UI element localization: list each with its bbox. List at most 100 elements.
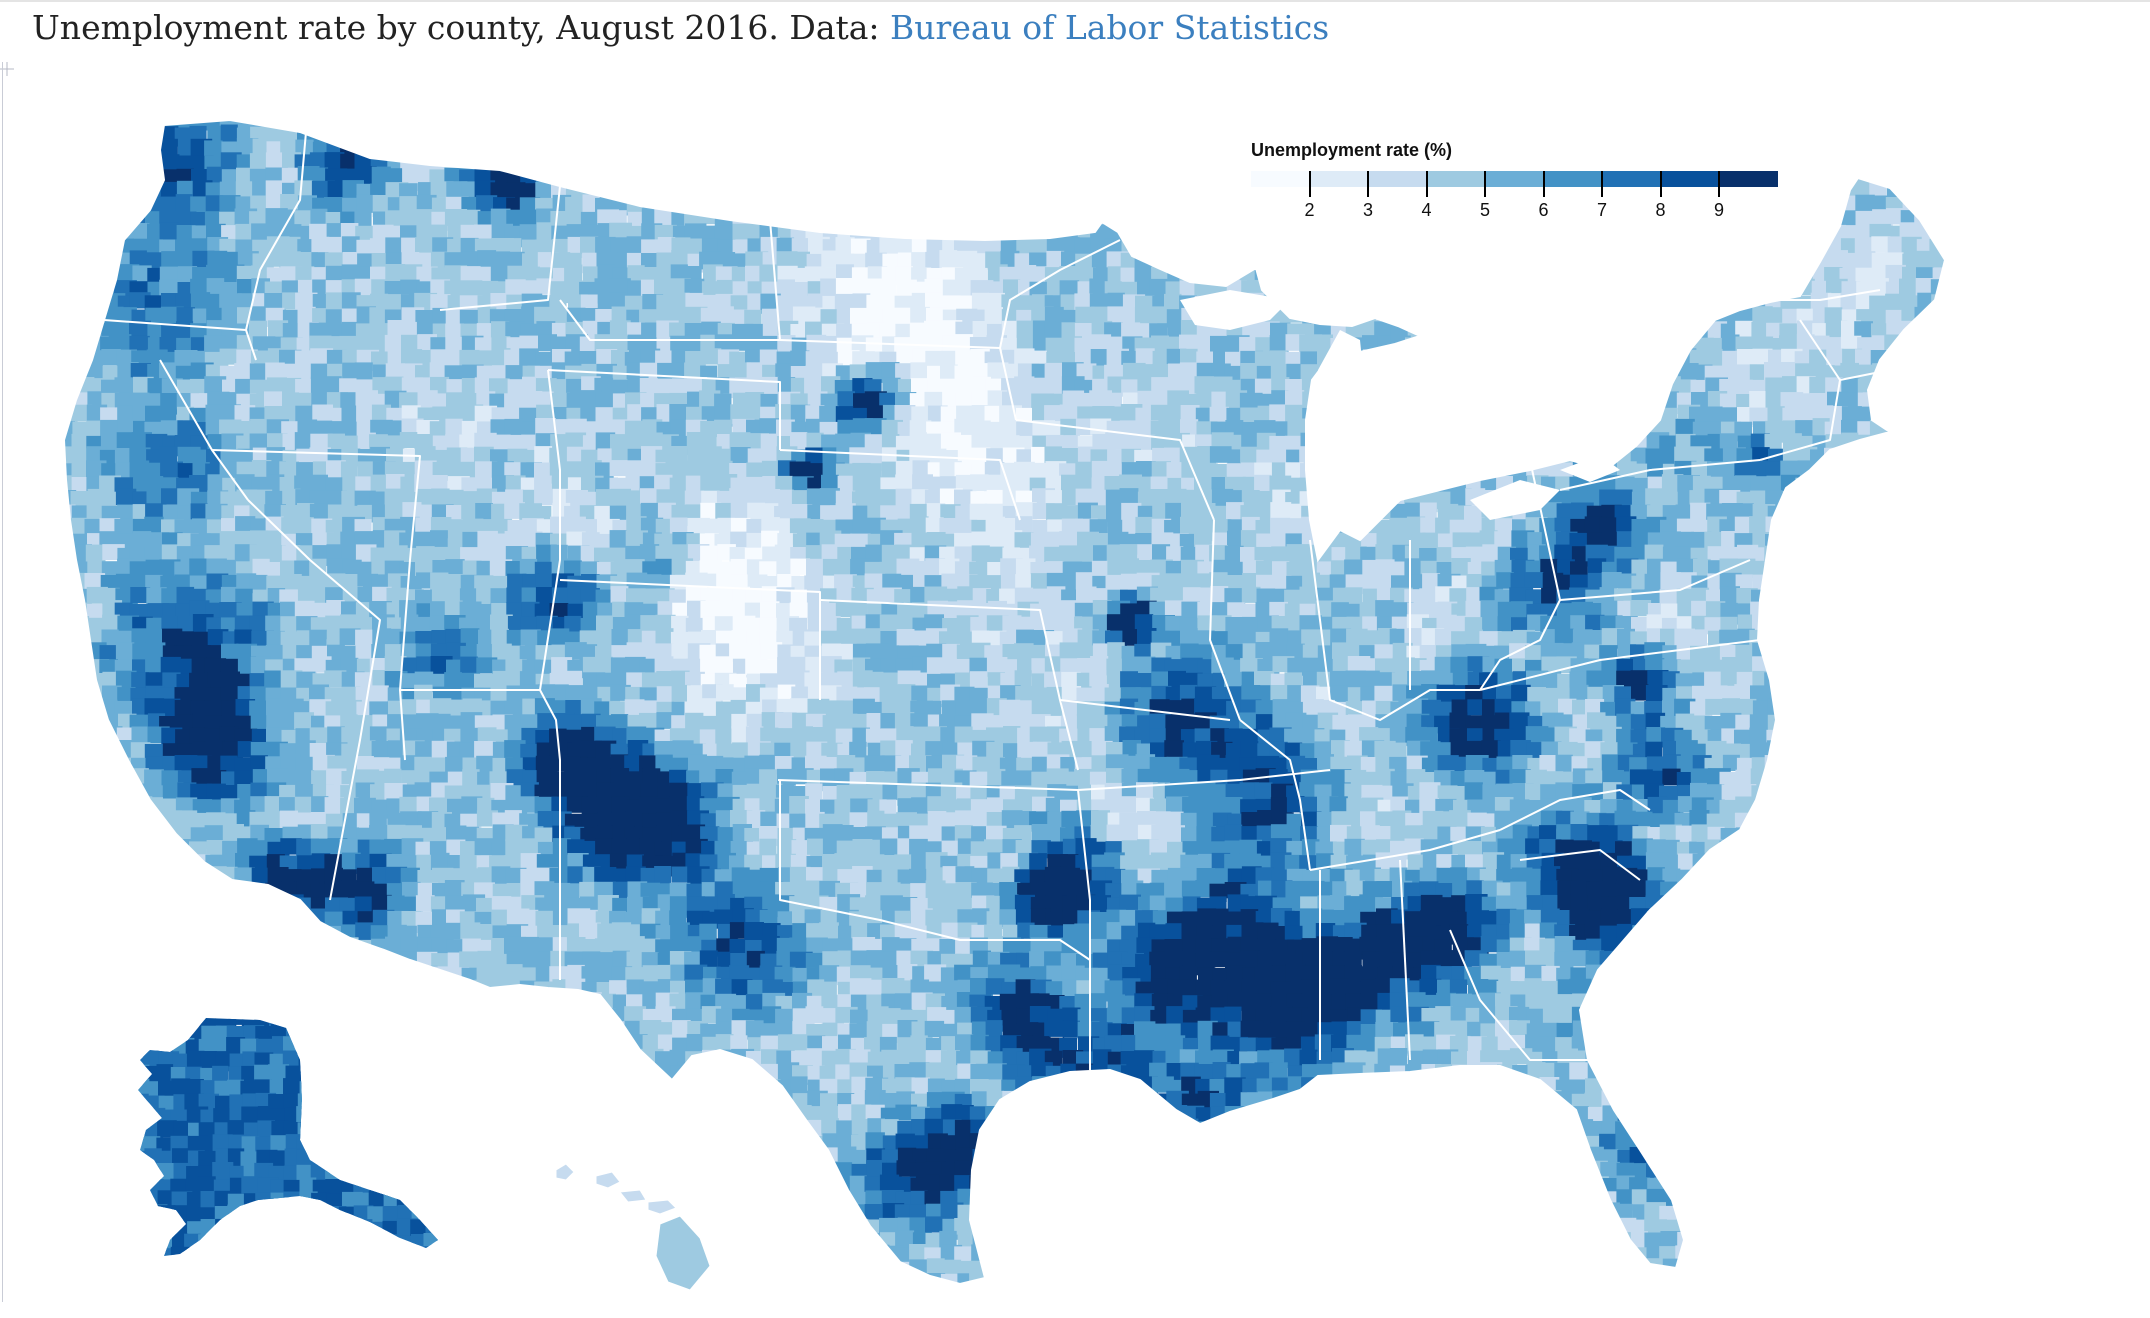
county[interactable] [1167,111,1186,128]
county[interactable] [1555,377,1576,398]
county[interactable] [100,225,119,244]
county[interactable] [791,152,813,170]
county[interactable] [1074,209,1094,231]
county[interactable] [1644,544,1664,561]
county[interactable] [715,167,738,187]
county[interactable] [1752,239,1772,257]
county[interactable] [625,112,647,130]
county[interactable] [1436,111,1456,133]
county[interactable] [1526,379,1549,398]
county[interactable] [1674,252,1694,269]
county[interactable] [1495,236,1518,256]
county[interactable] [1854,573,1876,595]
county[interactable] [1314,502,1336,520]
county[interactable] [1392,113,1413,132]
county[interactable] [1885,645,1906,667]
county[interactable] [1452,250,1475,268]
county[interactable] [942,181,961,204]
county[interactable] [822,113,843,135]
county[interactable] [1856,546,1875,564]
county[interactable] [1166,196,1187,218]
county[interactable] [1781,266,1802,289]
county[interactable] [551,126,575,144]
county[interactable] [145,111,165,129]
county[interactable] [1691,127,1714,147]
county[interactable] [730,113,751,132]
county[interactable] [1931,421,1951,442]
county[interactable] [1764,600,1786,622]
county[interactable] [972,168,990,189]
county[interactable] [1558,334,1581,355]
county[interactable] [1764,561,1782,579]
county[interactable] [1256,112,1280,133]
county[interactable] [1629,351,1649,371]
county[interactable] [1510,336,1530,358]
county[interactable] [1015,154,1033,177]
county[interactable] [1555,112,1577,132]
county[interactable] [1675,267,1698,289]
county[interactable] [252,180,270,197]
county[interactable] [1345,267,1366,290]
county[interactable] [1526,323,1548,340]
county[interactable] [1780,168,1799,187]
county[interactable] [820,208,842,228]
county[interactable] [1734,152,1753,172]
county[interactable] [69,656,87,679]
county[interactable] [535,125,553,143]
county[interactable] [1285,280,1304,298]
county[interactable] [1630,292,1654,312]
county[interactable] [54,642,77,663]
county[interactable] [1944,250,1964,270]
county[interactable] [1015,169,1037,190]
county[interactable] [1630,264,1651,285]
county[interactable] [1857,140,1877,161]
county[interactable] [1766,114,1788,134]
county[interactable] [1286,264,1309,283]
county[interactable] [1872,504,1893,524]
county[interactable] [445,124,465,143]
county[interactable] [1510,112,1531,131]
county[interactable] [1812,167,1834,190]
county[interactable] [1329,280,1350,298]
county[interactable] [1827,530,1851,548]
county[interactable] [1767,253,1790,272]
county[interactable] [1929,153,1951,172]
county[interactable] [221,643,239,661]
county[interactable] [1899,320,1919,338]
county[interactable] [1541,407,1563,427]
county[interactable] [176,180,195,198]
county[interactable] [1826,588,1846,607]
county[interactable] [1614,252,1637,273]
county[interactable] [1570,225,1589,247]
county[interactable] [1482,376,1503,395]
county[interactable] [1421,462,1441,483]
county[interactable] [1196,209,1217,227]
county[interactable] [1539,126,1559,147]
county[interactable] [1932,378,1952,400]
county[interactable] [1929,111,1952,129]
county[interactable] [1752,253,1775,275]
county[interactable] [942,125,960,147]
county[interactable] [1840,142,1860,163]
county[interactable] [1390,306,1414,325]
county[interactable] [102,138,123,155]
county[interactable] [1587,280,1605,297]
county[interactable] [1779,530,1798,550]
county[interactable] [86,194,110,215]
county[interactable] [671,250,689,267]
county[interactable] [1946,408,1964,429]
county[interactable] [1032,194,1052,212]
county[interactable] [386,111,406,130]
county[interactable] [1302,295,1326,318]
county[interactable] [1540,113,1563,132]
county[interactable] [850,154,869,172]
county[interactable] [849,196,872,217]
county[interactable] [1344,490,1362,513]
county[interactable] [1948,348,1971,366]
county[interactable] [1871,546,1889,563]
county[interactable] [1195,223,1215,243]
county[interactable] [1512,405,1534,424]
county[interactable] [55,323,76,341]
county[interactable] [432,141,456,160]
county[interactable] [1932,222,1953,240]
